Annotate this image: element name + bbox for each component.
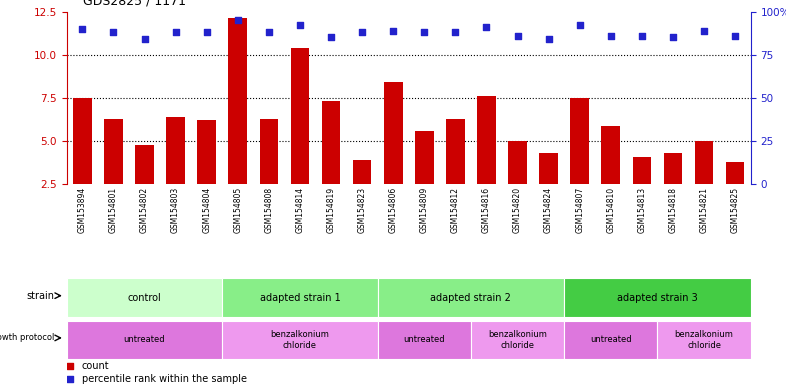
Text: GSM154818: GSM154818: [668, 187, 678, 233]
Text: GSM154802: GSM154802: [140, 187, 149, 233]
Text: GSM154813: GSM154813: [637, 187, 646, 233]
Text: GSM154812: GSM154812: [451, 187, 460, 233]
Point: [604, 33, 617, 39]
Point: [667, 34, 679, 40]
Text: GSM154820: GSM154820: [513, 187, 522, 233]
Text: adapted strain 1: adapted strain 1: [259, 293, 340, 303]
Point: [449, 29, 461, 35]
Bar: [259, 119, 278, 227]
Text: GSM153894: GSM153894: [78, 187, 86, 233]
Text: count: count: [82, 361, 109, 371]
Point: [434, 319, 446, 325]
Bar: [415, 131, 434, 227]
Bar: [321, 101, 340, 227]
Bar: [222, 321, 377, 359]
Text: adapted strain 2: adapted strain 2: [431, 293, 512, 303]
Point: [542, 36, 555, 42]
Text: percentile rank within the sample: percentile rank within the sample: [82, 374, 247, 384]
Bar: [509, 141, 527, 227]
Text: GSM154801: GSM154801: [109, 187, 118, 233]
Text: GSM154823: GSM154823: [358, 187, 366, 233]
Text: untreated: untreated: [590, 335, 632, 344]
Text: untreated: untreated: [403, 335, 445, 344]
Point: [356, 29, 369, 35]
Point: [574, 22, 586, 28]
Text: GSM154814: GSM154814: [296, 187, 304, 233]
Bar: [222, 278, 377, 317]
Bar: [291, 48, 309, 227]
Bar: [601, 126, 620, 227]
Point: [76, 26, 89, 32]
Bar: [633, 157, 651, 227]
Point: [511, 33, 523, 39]
Bar: [539, 153, 558, 227]
Point: [138, 36, 151, 42]
Text: GSM154806: GSM154806: [389, 187, 398, 233]
Bar: [377, 321, 471, 359]
Bar: [571, 98, 589, 227]
Bar: [695, 141, 714, 227]
Bar: [73, 98, 92, 227]
Point: [480, 24, 493, 30]
Bar: [197, 120, 216, 227]
Bar: [167, 117, 185, 227]
Bar: [471, 321, 564, 359]
Text: adapted strain 3: adapted strain 3: [617, 293, 698, 303]
Text: GSM154821: GSM154821: [700, 187, 708, 233]
Bar: [725, 162, 744, 227]
Bar: [384, 82, 402, 227]
Text: benzalkonium
chloride: benzalkonium chloride: [270, 330, 329, 349]
Point: [434, 205, 446, 211]
Text: growth protocol: growth protocol: [0, 333, 55, 343]
Text: benzalkonium
chloride: benzalkonium chloride: [488, 330, 547, 349]
Bar: [229, 18, 247, 227]
Point: [263, 29, 275, 35]
Text: GDS2825 / 1171: GDS2825 / 1171: [83, 0, 185, 8]
Bar: [67, 278, 222, 317]
Text: GSM154810: GSM154810: [606, 187, 615, 233]
Text: GSM154808: GSM154808: [264, 187, 274, 233]
Point: [169, 29, 182, 35]
Point: [729, 33, 741, 39]
Text: GSM154807: GSM154807: [575, 187, 584, 233]
Text: GSM154803: GSM154803: [171, 187, 180, 233]
Bar: [477, 96, 496, 227]
Text: GSM154825: GSM154825: [731, 187, 740, 233]
Text: control: control: [127, 293, 161, 303]
Point: [636, 33, 648, 39]
Text: untreated: untreated: [123, 335, 165, 344]
Point: [325, 34, 337, 40]
Bar: [104, 119, 123, 227]
Point: [418, 29, 431, 35]
Text: GSM154819: GSM154819: [326, 187, 336, 233]
Text: GSM154805: GSM154805: [233, 187, 242, 233]
Bar: [135, 144, 154, 227]
Text: GSM154816: GSM154816: [482, 187, 491, 233]
Point: [231, 17, 244, 23]
Bar: [564, 321, 657, 359]
Bar: [663, 153, 682, 227]
Point: [200, 29, 213, 35]
Text: GSM154804: GSM154804: [202, 187, 211, 233]
Point: [387, 27, 399, 33]
Bar: [657, 321, 751, 359]
Text: GSM154824: GSM154824: [544, 187, 553, 233]
Text: benzalkonium
chloride: benzalkonium chloride: [674, 330, 733, 349]
Bar: [564, 278, 751, 317]
Bar: [377, 278, 564, 317]
Text: strain: strain: [27, 291, 55, 301]
Point: [107, 29, 119, 35]
Text: GSM154809: GSM154809: [420, 187, 428, 233]
Bar: [353, 160, 372, 227]
Point: [294, 22, 307, 28]
Bar: [67, 321, 222, 359]
Bar: [446, 119, 465, 227]
Point: [698, 27, 711, 33]
